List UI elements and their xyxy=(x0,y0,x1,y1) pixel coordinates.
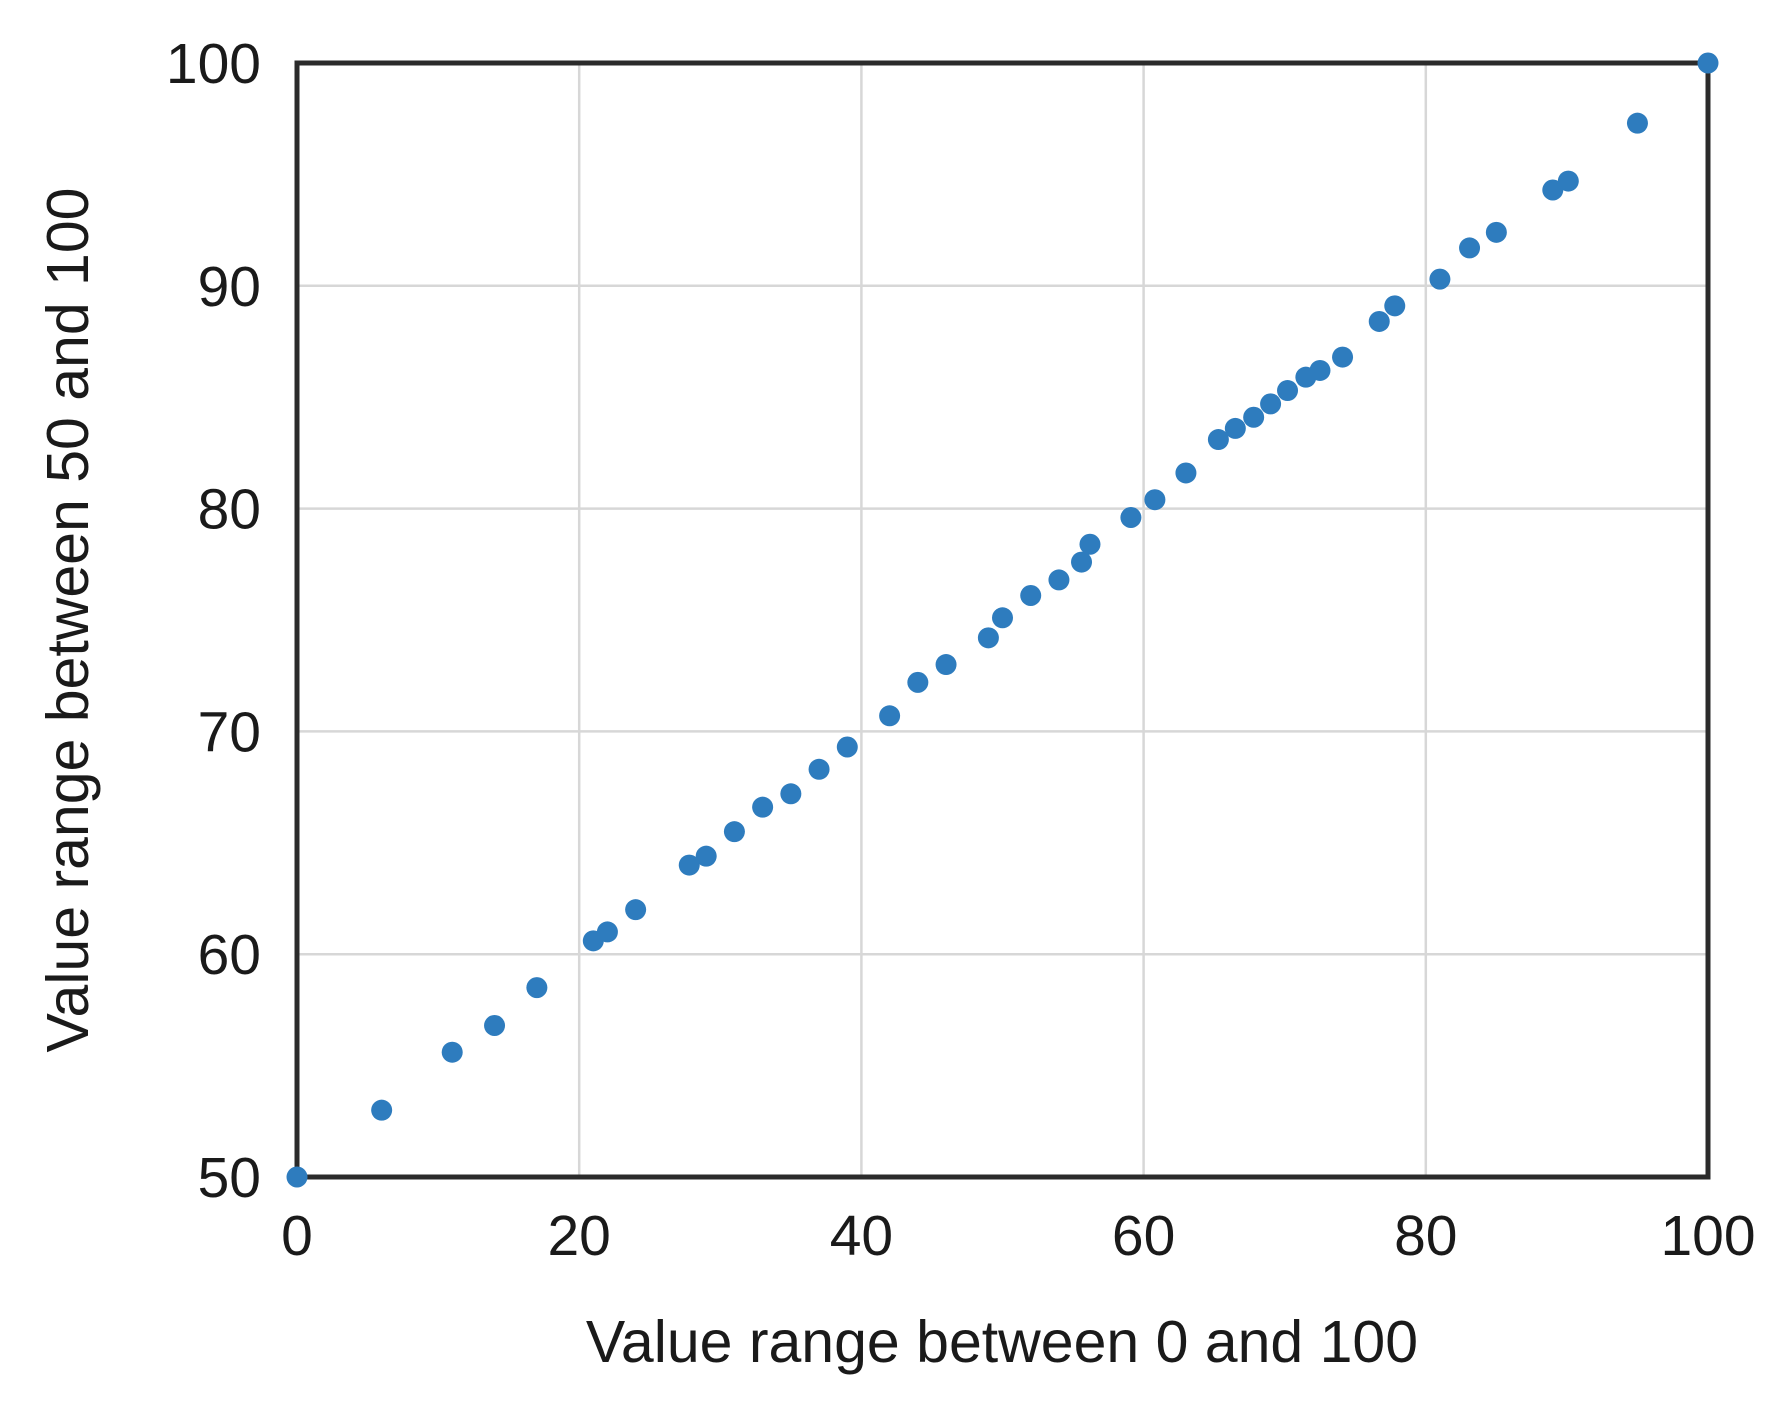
data-points xyxy=(286,52,1719,1188)
data-point xyxy=(1207,429,1229,451)
plot-frame xyxy=(294,60,1711,1180)
data-point xyxy=(526,977,548,999)
gridlines xyxy=(297,63,1708,1177)
data-point xyxy=(1260,393,1282,415)
y-tick-label: 80 xyxy=(198,478,261,542)
y-tick-label: 50 xyxy=(198,1146,261,1210)
data-point xyxy=(596,921,618,943)
data-point xyxy=(625,899,647,921)
x-axis-title: Value range between 0 and 100 xyxy=(586,1309,1418,1375)
data-point xyxy=(1020,584,1042,606)
data-point xyxy=(1277,380,1299,402)
data-point xyxy=(1309,359,1331,381)
x-tick-labels: 0 20 40 60 80 100 xyxy=(281,1204,1755,1268)
data-point xyxy=(678,854,700,876)
data-point xyxy=(1120,507,1142,529)
data-point xyxy=(1144,489,1166,511)
data-point xyxy=(484,1014,506,1036)
data-point xyxy=(992,607,1013,629)
data-point xyxy=(879,705,901,727)
data-point xyxy=(441,1041,463,1063)
data-point xyxy=(1626,112,1648,134)
data-point xyxy=(907,671,929,693)
x-tick-label: 0 xyxy=(281,1204,313,1268)
y-tick-labels: 50 60 70 80 90 100 xyxy=(166,32,261,1210)
data-point xyxy=(1542,179,1564,201)
data-point xyxy=(1459,237,1481,259)
data-point xyxy=(935,654,957,676)
data-point xyxy=(836,736,858,758)
data-point xyxy=(1048,569,1070,591)
data-point xyxy=(1429,268,1451,290)
y-tick-label: 70 xyxy=(198,700,261,764)
data-point xyxy=(1485,221,1507,243)
data-point xyxy=(1332,346,1354,368)
x-tick-label: 60 xyxy=(1112,1204,1175,1268)
data-point xyxy=(1224,417,1246,439)
x-tick-label: 20 xyxy=(547,1204,610,1268)
data-point xyxy=(286,1166,308,1188)
y-axis-title: Value range between 50 and 100 xyxy=(35,188,101,1053)
data-point xyxy=(977,627,999,649)
x-tick-label: 80 xyxy=(1394,1204,1457,1268)
data-point xyxy=(1243,406,1265,428)
data-point xyxy=(1697,52,1719,74)
data-point xyxy=(808,758,830,780)
x-tick-label: 40 xyxy=(830,1204,893,1268)
data-point xyxy=(371,1099,393,1121)
y-tick-label: 60 xyxy=(198,923,261,987)
data-point xyxy=(1384,295,1406,317)
data-point xyxy=(695,845,717,867)
data-point xyxy=(1557,170,1579,192)
data-point xyxy=(1071,551,1093,573)
x-tick-label: 100 xyxy=(1660,1204,1755,1268)
y-tick-label: 100 xyxy=(166,32,261,96)
data-point xyxy=(752,796,774,818)
data-point xyxy=(1175,462,1197,484)
data-point xyxy=(1079,533,1101,555)
data-point xyxy=(723,821,745,843)
data-point xyxy=(1368,310,1390,332)
data-point xyxy=(780,783,802,805)
y-tick-label: 90 xyxy=(198,255,261,319)
